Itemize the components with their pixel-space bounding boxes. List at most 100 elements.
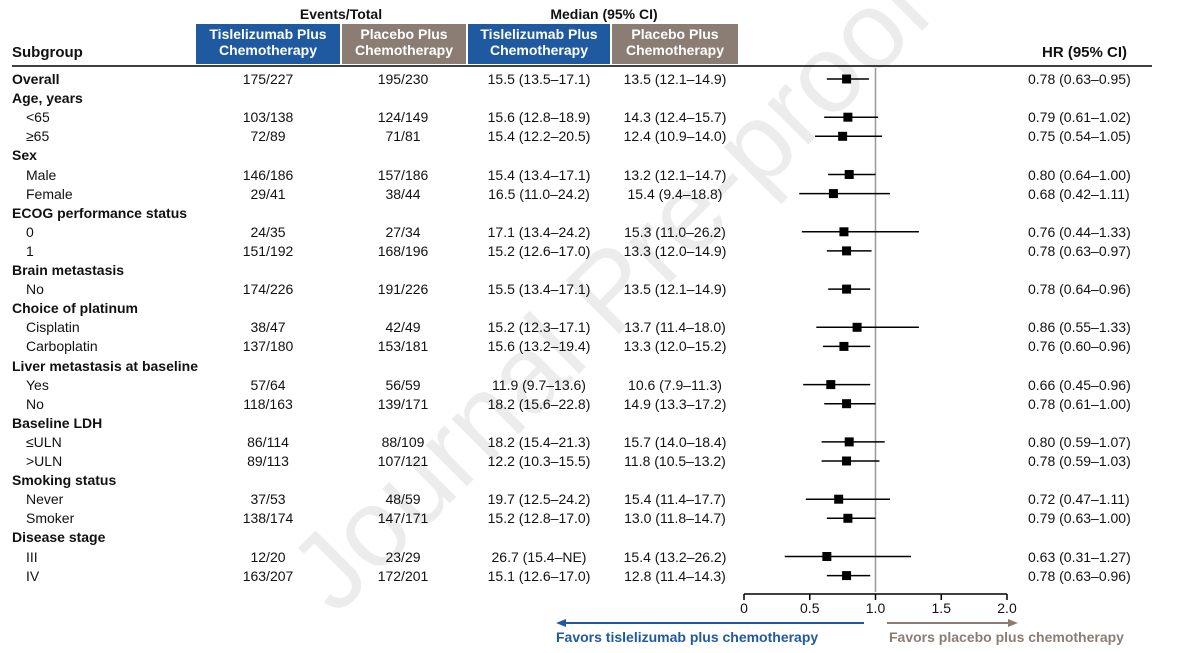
tisle-events-cell: 146/186: [242, 166, 294, 183]
hr-ci-cell: 0.75 (0.54–1.05): [1028, 128, 1131, 145]
subgroup-label: Male: [26, 166, 57, 183]
placebo-median-header-line2: Chemotherapy: [625, 42, 725, 58]
hr-ci-cell: 0.78 (0.63–0.97): [1028, 242, 1131, 259]
hr-ci-cell: 0.78 (0.63–0.95): [1028, 71, 1131, 87]
hr-ci-cell: 0.78 (0.63–0.96): [1028, 567, 1131, 584]
hr-point: [844, 170, 854, 179]
tisle-median-cell: 15.1 (12.6–17.0): [487, 567, 591, 584]
hr-point: [838, 131, 848, 141]
tisle-median-cell: 19.7 (12.5–24.2): [487, 491, 591, 508]
subgroup-label: III: [26, 548, 38, 565]
hr-ci-cell: 0.86 (0.55–1.33): [1028, 319, 1131, 336]
placebo-events-header-line2: Chemotherapy: [354, 42, 454, 58]
placebo-events-header: Placebo Plus Chemotherapy: [342, 24, 466, 64]
subgroup-label: Overall: [12, 71, 60, 87]
hr-point: [842, 399, 852, 409]
x-tick-label: 1.5: [932, 600, 952, 616]
tisle-median-cell: 15.4 (13.4–17.1): [487, 166, 591, 183]
x-tick-label: 0: [740, 600, 748, 616]
hr-ci-cell: 0.78 (0.61–1.00): [1028, 395, 1131, 412]
tisle-median-cell: 17.1 (13.4–24.2): [487, 223, 591, 240]
placebo-events-cell: 38/44: [385, 185, 421, 202]
tisle-events-cell: 138/174: [242, 510, 294, 527]
tisle-median-cell: 26.7 (15.4–NE): [491, 548, 587, 565]
placebo-median-cell: 13.2 (12.1–14.7): [623, 166, 727, 183]
subgroup-label: IV: [26, 567, 40, 584]
x-tick-label: 2.0: [997, 600, 1017, 616]
tisle-events-header-line1: Tislelizumab Plus: [209, 26, 327, 42]
hr-point: [826, 380, 836, 390]
subgroup-label: Cisplatin: [26, 319, 80, 336]
placebo-events-cell: 153/181: [377, 338, 429, 355]
placebo-events-cell: 107/121: [377, 453, 429, 469]
hr-ci-cell: 0.66 (0.45–0.96): [1028, 376, 1131, 393]
placebo-median-cell: 12.8 (11.4–14.3): [624, 567, 726, 584]
placebo-events-header-line1: Placebo Plus: [360, 26, 448, 42]
tisle-median-cell: 15.2 (12.8–17.0): [487, 510, 591, 527]
tisle-median-cell: 18.2 (15.6–22.8): [487, 395, 591, 412]
tisle-median-cell: 12.2 (10.3–15.5): [487, 453, 591, 469]
placebo-events-cell: 88/109: [381, 433, 425, 450]
hr-ci-cell: 0.76 (0.44–1.33): [1028, 223, 1131, 240]
hr-label: HR (95% CI): [1042, 44, 1128, 61]
hr-ci-cell: 0.78 (0.59–1.03): [1028, 453, 1131, 469]
placebo-median-cell: 13.3 (12.0–14.9): [623, 242, 727, 259]
tislelizumab-median-header: Tislelizumab Plus Chemotherapy: [468, 24, 610, 64]
hr-point: [843, 513, 853, 523]
placebo-median-cell: 12.4 (10.9–14.0): [623, 128, 727, 145]
hr-ci-cell: 0.80 (0.59–1.07): [1028, 433, 1131, 450]
placebo-median-cell: 15.4 (9.4–18.8): [627, 185, 723, 202]
tislelizumab-events-header: Tislelizumab Plus Chemotherapy: [196, 24, 340, 64]
subgroup-label: ≤ULN: [26, 433, 62, 450]
placebo-events-cell: 157/186: [377, 166, 429, 183]
tisle-median-cell: 15.6 (13.2–19.4): [487, 338, 591, 355]
hr-point: [842, 74, 852, 84]
favors-placebo-arrowhead: [1008, 619, 1018, 627]
placebo-median-header-line1: Placebo Plus: [631, 26, 719, 42]
subgroup-label: Never: [26, 491, 64, 508]
tisle-events-cell: 12/20: [250, 548, 286, 565]
tisle-median-cell: 16.5 (11.0–24.2): [488, 185, 590, 202]
placebo-events-cell: 139/171: [377, 395, 429, 412]
subgroup-label: 0: [26, 223, 34, 240]
subgroup-label: <65: [26, 109, 50, 126]
hr-ci-cell: 0.68 (0.42–1.11): [1028, 185, 1130, 202]
subgroup-label: ≥65: [26, 128, 50, 145]
tisle-events-cell: 72/89: [250, 128, 286, 145]
hr-point: [844, 437, 854, 447]
placebo-events-cell: 168/196: [377, 242, 429, 259]
tisle-events-cell: 151/192: [242, 242, 294, 259]
tisle-events-cell: 103/138: [242, 109, 294, 126]
hr-point: [822, 552, 832, 561]
placebo-events-cell: 147/171: [377, 510, 429, 527]
favors-placebo-label: Favors placebo plus chemotherapy: [889, 629, 1124, 645]
subgroup-header: ECOG performance status: [12, 204, 188, 221]
placebo-median-cell: 15.4 (11.4–17.7): [624, 491, 726, 508]
tisle-median-header-line1: Tislelizumab Plus: [480, 26, 598, 42]
placebo-median-cell: 13.0 (11.8–14.7): [624, 510, 726, 527]
tisle-median-cell: 15.5 (13.4–17.1): [487, 281, 591, 298]
tisle-events-cell: 29/41: [250, 185, 286, 202]
tisle-events-cell: 37/53: [250, 491, 286, 508]
subgroup-header: Disease stage: [12, 529, 106, 546]
tisle-events-cell: 86/114: [247, 433, 289, 450]
placebo-median-cell: 13.5 (12.1–14.9): [623, 71, 727, 87]
subgroup-label: >ULN: [26, 453, 63, 469]
hr-point: [843, 112, 853, 122]
subgroup-label: No: [26, 281, 44, 298]
placebo-events-cell: 48/59: [385, 491, 421, 508]
tisle-median-cell: 15.2 (12.3–17.1): [487, 319, 591, 336]
placebo-events-cell: 23/29: [385, 548, 421, 565]
subgroup-label: Yes: [26, 376, 49, 393]
hr-point: [839, 341, 849, 351]
subgroup-header: Baseline LDH: [12, 414, 103, 431]
subgroup-header: Sex: [12, 147, 37, 164]
placebo-events-cell: 195/230: [377, 71, 429, 87]
x-tick-label: 0.5: [800, 600, 820, 616]
hr-point: [842, 284, 852, 294]
hr-ci-cell: 0.63 (0.31–1.27): [1028, 548, 1131, 565]
median-title: Median (95% CI): [550, 6, 658, 22]
tisle-median-header-line2: Chemotherapy: [489, 42, 589, 58]
favors-tislelizumab-label: Favors tislelizumab plus chemotherapy: [556, 629, 819, 645]
